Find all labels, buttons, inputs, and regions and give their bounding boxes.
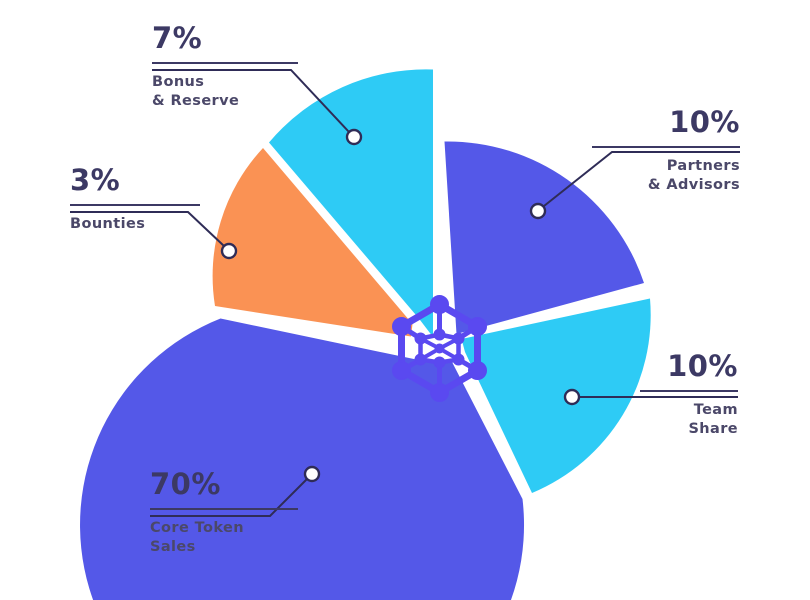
leader-dot-team xyxy=(563,388,581,406)
leader-dot-bonus xyxy=(345,128,363,146)
callout-name-bonus: Bonus & Reserve xyxy=(152,74,240,110)
leader-line-partners xyxy=(543,151,740,207)
callout-name-partners: Partners & Advisors xyxy=(647,158,740,194)
callout-rule-bonus xyxy=(152,62,298,64)
callout-name-bounties: Bounties xyxy=(70,216,146,232)
pie-slices xyxy=(80,69,651,600)
callout-name-team: Team Share xyxy=(688,402,738,438)
callout-label-bounties: 3% Bounties xyxy=(70,166,200,234)
callout-rule-partners xyxy=(592,146,740,148)
callout-name-core: Core Token Sales xyxy=(150,520,244,556)
callout-percent-partners: 10% xyxy=(669,105,740,139)
leader-line-core xyxy=(150,478,308,517)
callout-label-core: 70% Core Token Sales xyxy=(150,470,298,558)
callout-rule-core xyxy=(150,508,298,510)
slice-bounties[interactable] xyxy=(212,148,413,337)
slice-bonus[interactable] xyxy=(269,69,433,338)
callout-percent-team: 10% xyxy=(667,349,738,383)
slice-partners[interactable] xyxy=(444,141,645,334)
leader-line-bonus xyxy=(152,69,350,133)
leader-dot-partners xyxy=(529,202,547,220)
callout-percent-bonus: 7% xyxy=(152,21,203,55)
leader-dot-bounties xyxy=(220,242,238,260)
callout-label-team: 10% Team Share xyxy=(640,352,738,440)
leader-lines xyxy=(70,69,740,517)
slice-team[interactable] xyxy=(461,298,651,494)
callout-label-bonus: 7% Bonus & Reserve xyxy=(152,24,298,112)
callout-rule-bounties xyxy=(70,204,200,206)
leader-dot-core xyxy=(303,465,321,483)
callout-percent-bounties: 3% xyxy=(70,163,121,197)
callout-label-partners: 10% Partners & Advisors xyxy=(592,108,740,196)
callout-percent-core: 70% xyxy=(150,467,221,501)
leader-line-bounties xyxy=(70,211,225,247)
hexagon-network-icon xyxy=(392,295,487,402)
callout-rule-team xyxy=(640,390,738,392)
slice-core[interactable] xyxy=(80,318,525,600)
